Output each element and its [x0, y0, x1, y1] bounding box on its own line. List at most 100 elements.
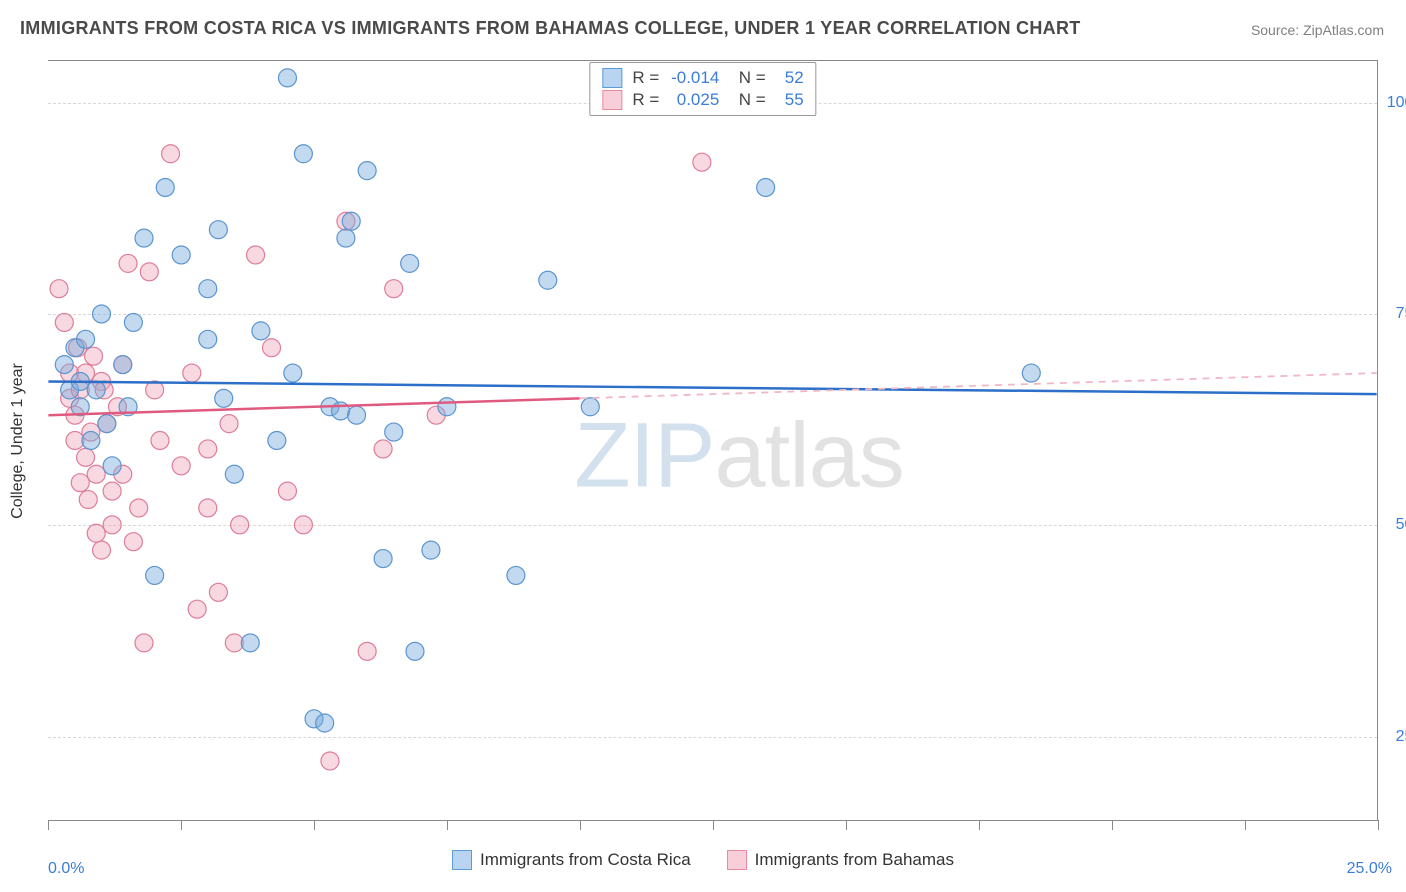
scatter-point	[358, 642, 376, 660]
series-legend: Immigrants from Costa Rica Immigrants fr…	[452, 850, 954, 870]
y-axis-label: 75.0%	[1396, 305, 1406, 323]
x-tick	[447, 820, 448, 830]
scatter-point	[199, 280, 217, 298]
scatter-point	[209, 583, 227, 601]
scatter-point	[539, 271, 557, 289]
scatter-point	[103, 516, 121, 534]
scatter-point	[438, 398, 456, 416]
scatter-point	[98, 415, 116, 433]
scatter-point	[66, 432, 84, 450]
scatter-point	[82, 432, 100, 450]
stat-r-blue: -0.014	[669, 68, 719, 88]
scatter-point	[247, 246, 265, 264]
scatter-point	[374, 440, 392, 458]
y-axis-label: 100.0%	[1387, 94, 1406, 112]
x-tick	[713, 820, 714, 830]
scatter-point	[422, 541, 440, 559]
scatter-point	[77, 448, 95, 466]
scatter-point	[1022, 364, 1040, 382]
scatter-point	[263, 339, 281, 357]
stat-r-label-2: R =	[632, 90, 659, 110]
scatter-point	[358, 162, 376, 180]
scatter-point	[231, 516, 249, 534]
scatter-point	[77, 330, 95, 348]
page-title: IMMIGRANTS FROM COSTA RICA VS IMMIGRANTS…	[20, 18, 1081, 39]
x-axis-label-right: 25.0%	[1347, 860, 1392, 878]
scatter-point	[401, 254, 419, 272]
scatter-point	[241, 634, 259, 652]
scatter-point	[406, 642, 424, 660]
x-axis-line	[48, 820, 1378, 821]
y-axis-label: 50.0%	[1396, 516, 1406, 534]
x-tick	[1245, 820, 1246, 830]
scatter-point	[385, 280, 403, 298]
scatter-point	[374, 550, 392, 568]
x-tick	[979, 820, 980, 830]
legend-swatch-pink	[727, 850, 747, 870]
x-axis-label-left: 0.0%	[48, 860, 84, 878]
stat-r-label: R =	[632, 68, 659, 88]
scatter-point	[385, 423, 403, 441]
scatter-point	[220, 415, 238, 433]
scatter-point	[294, 145, 312, 163]
scatter-point	[71, 474, 89, 492]
scatter-point	[321, 752, 339, 770]
stats-swatch-pink	[602, 90, 622, 110]
stat-n-label: N =	[729, 68, 765, 88]
scatter-point	[93, 305, 111, 323]
scatter-point	[337, 229, 355, 247]
legend-label-pink: Immigrants from Bahamas	[755, 850, 954, 870]
scatter-point	[172, 457, 190, 475]
scatter-point	[183, 364, 201, 382]
scatter-point	[119, 254, 137, 272]
scatter-point	[172, 246, 190, 264]
regression-line-blue	[48, 381, 1376, 394]
scatter-point	[316, 714, 334, 732]
scatter-point	[135, 229, 153, 247]
regression-line-pink-extrapolated	[580, 373, 1377, 398]
stat-n-blue: 52	[776, 68, 804, 88]
x-tick	[181, 820, 182, 830]
scatter-point	[50, 280, 68, 298]
stat-r-pink: 0.025	[669, 90, 719, 110]
scatter-point	[87, 381, 105, 399]
x-tick	[314, 820, 315, 830]
scatter-point	[93, 541, 111, 559]
scatter-point	[757, 179, 775, 197]
scatter-point	[188, 600, 206, 618]
scatter-point	[87, 465, 105, 483]
scatter-point	[162, 145, 180, 163]
x-tick	[1112, 820, 1113, 830]
scatter-point	[156, 179, 174, 197]
scatter-point	[294, 516, 312, 534]
scatter-point	[124, 313, 142, 331]
scatter-point	[103, 482, 121, 500]
scatter-point	[79, 491, 97, 509]
scatter-point	[225, 634, 243, 652]
x-tick	[846, 820, 847, 830]
scatter-svg	[48, 61, 1377, 820]
scatter-point	[199, 330, 217, 348]
stats-swatch-blue	[602, 68, 622, 88]
scatter-point	[225, 465, 243, 483]
y-axis-title: College, Under 1 year	[9, 363, 27, 519]
chart-plot-area: College, Under 1 year 25.0%50.0%75.0%100…	[48, 60, 1378, 820]
source-attribution: Source: ZipAtlas.com	[1251, 22, 1384, 38]
scatter-point	[278, 482, 296, 500]
scatter-point	[278, 69, 296, 87]
x-tick	[580, 820, 581, 830]
scatter-point	[114, 356, 132, 374]
scatter-point	[87, 524, 105, 542]
scatter-point	[693, 153, 711, 171]
scatter-point	[209, 221, 227, 239]
scatter-point	[55, 356, 73, 374]
scatter-point	[252, 322, 270, 340]
stat-n-label-2: N =	[729, 90, 765, 110]
scatter-point	[135, 634, 153, 652]
scatter-point	[124, 533, 142, 551]
legend-swatch-blue	[452, 850, 472, 870]
scatter-point	[284, 364, 302, 382]
scatter-point	[268, 432, 286, 450]
legend-label-blue: Immigrants from Costa Rica	[480, 850, 691, 870]
scatter-point	[199, 440, 217, 458]
